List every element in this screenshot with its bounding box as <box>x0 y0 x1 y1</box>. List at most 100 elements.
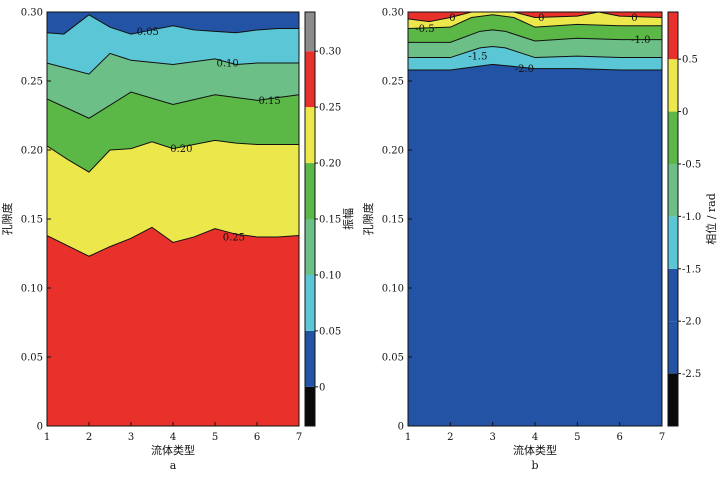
colorbar-tick-label: 0.30 <box>319 47 341 58</box>
contour-label-0.05: 0.05 <box>137 27 159 38</box>
contour-label--1.5: -1.5 <box>468 52 487 63</box>
panel-a-contour-fills <box>47 12 299 426</box>
panel-a-contour-labels: 0.25 0.20 0.15 0.10 0.05 <box>137 27 281 244</box>
panel-b-colorbar-swatches <box>668 12 678 426</box>
x-tick-label: 3 <box>128 432 134 443</box>
panel-b-contour-fills <box>408 12 662 426</box>
contour-line-0.10 <box>47 52 299 75</box>
panel-a-x-axis-label: 流体类型 <box>151 443 195 457</box>
colorbar-tick-label: 0.15 <box>319 215 341 226</box>
panel-a-y-axis-label: 孔隙度 <box>0 203 14 236</box>
contour-band-below-0.25 <box>47 227 299 426</box>
x-tick-label: 4 <box>532 432 538 443</box>
colorbar-tick-label: 0.05 <box>319 326 341 337</box>
colorbar-swatch <box>668 12 678 60</box>
panel-a-panel-label: a <box>170 459 177 472</box>
panel-b-colorbar-label: 相位 / rad <box>704 193 718 245</box>
contour-band-below--2.0 <box>408 64 662 426</box>
y-tick-label: 0.15 <box>382 215 404 226</box>
panel-a-contour-lines <box>47 14 299 257</box>
y-tick-label: 0.15 <box>21 215 43 226</box>
contour-label--0.5: -0.5 <box>415 24 434 35</box>
contour-line--1.0 <box>408 29 662 43</box>
x-tick-label: 2 <box>447 432 453 443</box>
colorbar-swatch <box>668 268 678 322</box>
y-tick-label: 0.20 <box>382 146 404 157</box>
panel-a-colorbar-ticks: 0 0.05 0.10 0.15 0.20 0.25 0.30 <box>315 47 341 393</box>
y-tick-label: 0.05 <box>382 353 404 364</box>
contour-line--1.5 <box>408 45 662 59</box>
contour-line--2.0 <box>408 63 662 71</box>
contour-label-0: 0 <box>449 13 455 24</box>
panel-b-panel-label: b <box>531 459 538 472</box>
contour-line-0.05 <box>47 14 299 35</box>
colorbar-swatch <box>305 274 315 331</box>
colorbar-swatch <box>668 59 678 112</box>
panel-a-colorbar-swatches <box>305 12 315 426</box>
y-tick-label: 0.10 <box>382 284 404 295</box>
y-tick-label: 0 <box>398 422 404 433</box>
panel-a-colorbar-label: 振幅 <box>341 208 355 230</box>
colorbar-tick-label: -2.5 <box>682 369 701 380</box>
colorbar-tick-label: 0 <box>682 107 688 118</box>
panel-b-contour-labels: 0 -2.0 -1.5 -1.0 -0.5 0 0 <box>415 13 650 75</box>
y-tick-label: 0.25 <box>21 77 43 88</box>
colorbar-swatch <box>668 373 678 426</box>
x-tick-label: 7 <box>296 432 302 443</box>
colorbar-tick-label: 0.5 <box>682 55 698 66</box>
y-tick-label: 0.05 <box>21 353 43 364</box>
colorbar-swatch <box>668 216 678 269</box>
contour-label-0.15: 0.15 <box>258 96 280 107</box>
panel-b-contour-lines <box>408 12 662 71</box>
x-tick-label: 5 <box>212 432 218 443</box>
colorbar-tick-label: 0.20 <box>319 159 341 170</box>
colorbar-swatch <box>668 111 678 164</box>
x-tick-label: 1 <box>405 432 411 443</box>
x-tick-label: 6 <box>254 432 260 443</box>
contour-line--0.5 <box>408 14 662 30</box>
panel-b-y-axis-label: 孔隙度 <box>361 203 375 236</box>
x-tick-label: 2 <box>86 432 92 443</box>
panel-b-colorbar-ticks: -2.5 -2.0 -1.5 -1.0 -0.5 0 0.5 <box>678 55 701 380</box>
colorbar-swatch <box>668 321 678 374</box>
colorbar-tick-label: 0.25 <box>319 103 341 114</box>
colorbar-swatch <box>668 163 678 217</box>
contour-label-0.25: 0.25 <box>223 232 245 243</box>
colorbar-tick-label: -1.5 <box>682 264 701 275</box>
x-tick-label: 1 <box>44 432 50 443</box>
contour-label-0.10: 0.10 <box>216 59 238 70</box>
contour-label-0: 0 <box>538 13 544 24</box>
x-tick-label: 6 <box>616 432 622 443</box>
colorbar-swatch <box>305 386 315 426</box>
panel-a-x-ticks: 1 2 3 4 5 6 7 <box>44 422 302 443</box>
colorbar-tick-label: 0.10 <box>319 270 341 281</box>
panel-b-y-ticks: 0 0.05 0.10 0.15 0.20 0.25 0.30 <box>382 8 412 433</box>
colorbar-swatch <box>305 163 315 219</box>
contour-line-0.20 <box>47 139 299 173</box>
y-tick-label: 0.25 <box>382 77 404 88</box>
panel-b: 0 -2.0 -1.5 -1.0 -0.5 0 0 1 2 3 4 5 6 7 0 0.05 0.10 0.1… <box>361 8 718 473</box>
panel-a-colorbar: 0 0.05 0.10 0.15 0.20 0.25 0.30 振幅 <box>304 11 355 427</box>
colorbar-swatch <box>305 219 315 275</box>
contour-label-0: 0 <box>631 13 637 24</box>
panel-a-y-ticks: 0 0.05 0.10 0.15 0.20 0.25 0.30 <box>21 8 51 433</box>
contour-label--1.0: -1.0 <box>631 35 650 46</box>
x-tick-label: 5 <box>574 432 580 443</box>
panel-a-plot <box>47 12 299 426</box>
colorbar-swatch <box>305 12 315 52</box>
panel-b-colorbar-frame <box>667 11 679 427</box>
y-tick-label: 0.10 <box>21 284 43 295</box>
panel-b-x-ticks: 1 2 3 4 5 6 7 <box>405 422 665 443</box>
colorbar-tick-label: -1.0 <box>682 212 701 223</box>
colorbar-swatch <box>305 107 315 164</box>
y-tick-label: 0.30 <box>21 8 43 19</box>
contour-line-0.25 <box>47 226 299 257</box>
x-tick-label: 3 <box>489 432 495 443</box>
x-tick-label: 7 <box>659 432 665 443</box>
panel-b-colorbar: -2.5 -2.0 -1.5 -1.0 -0.5 0 0.5 相位 / rad <box>667 11 718 427</box>
colorbar-tick-label: 0 <box>319 382 325 393</box>
contour-line-0.15 <box>47 91 299 119</box>
colorbar-tick-label: -2.0 <box>682 317 701 328</box>
